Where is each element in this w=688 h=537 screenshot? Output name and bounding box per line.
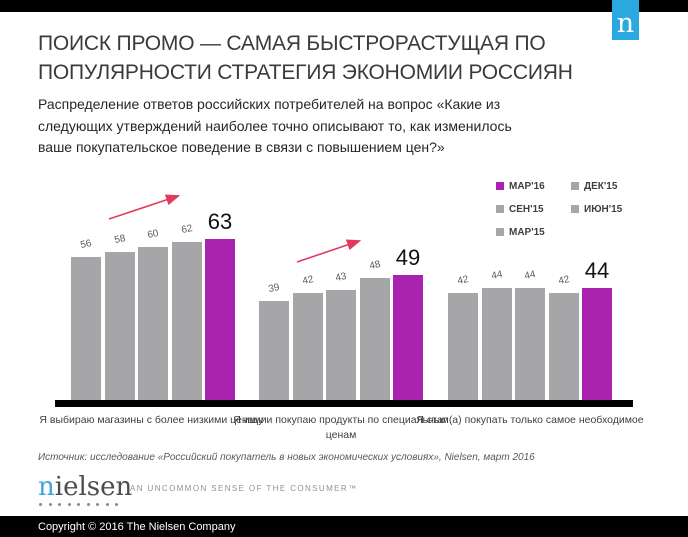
nielsen-badge: n — [612, 0, 639, 40]
legend-label: ДЕК'15 — [584, 180, 618, 192]
bar-value-label: 44 — [489, 268, 504, 282]
bar-СЕН'15-group3 — [515, 287, 545, 400]
bar-value-label: 56 — [79, 238, 93, 252]
bar-value-label: 58 — [112, 233, 127, 247]
copyright-text: Copyright © 2016 The Nielsen Company — [38, 520, 236, 533]
legend-swatch — [571, 205, 579, 213]
subtitle-line-1: Распределение ответов российских потреби… — [38, 96, 501, 112]
legend-label: СЕН'15 — [509, 203, 544, 215]
trend-up-arrow-group1 — [108, 194, 181, 220]
legend-swatch — [496, 182, 504, 190]
source-note: Источник: исследование «Российский покуп… — [38, 452, 535, 463]
bar-МАР'16-group2 — [393, 275, 423, 400]
legend-item-ИЮН'15: ИЮН'15 — [571, 203, 646, 215]
logo-letters-rest: ielsen — [54, 472, 133, 502]
nielsen-logo-dots — [39, 503, 132, 506]
category-label-1: Я выбираю магазины с более низкими ценам… — [39, 414, 267, 426]
page-title: ПОИСК ПРОМО — САМАЯ БЫСТРОРАСТУЩАЯ ПО ПО… — [38, 29, 638, 87]
bar-МАР'15-group2 — [259, 300, 289, 400]
legend-swatch — [571, 182, 579, 190]
legend-swatch — [496, 205, 504, 213]
bar-value-label: 48 — [367, 258, 382, 272]
x-axis-line — [55, 400, 633, 407]
top-bar — [0, 0, 688, 12]
bar-value-label: 44 — [584, 257, 610, 283]
bar-value-label: 42 — [456, 273, 470, 287]
nielsen-tagline: AN UNCOMMON SENSE OF THE CONSUMER™ — [130, 484, 358, 493]
logo-letter-n: n — [38, 472, 55, 502]
bar-value-label: 43 — [334, 271, 348, 285]
bar-value-label: 39 — [267, 281, 281, 295]
subtitle-line-2: следующих утверждений наиболее точно опи… — [38, 117, 512, 134]
trend-up-arrow-group2 — [296, 239, 362, 263]
bar-СЕН'15-group2 — [326, 290, 356, 400]
bar-ИЮН'15-group2 — [292, 292, 323, 400]
bar-value-label: 44 — [523, 268, 537, 282]
bar-value-label: 42 — [556, 273, 571, 287]
bar-СЕН'15-group1 — [138, 247, 168, 400]
footer-bar: Copyright © 2016 The Nielsen Company — [0, 516, 688, 537]
title-line-2: ПОПУЛЯРНОСТИ СТРАТЕГИЯ ЭКОНОМИИ РОССИЯН — [38, 61, 573, 84]
bar-ИЮН'15-group1 — [104, 252, 135, 400]
bar-МАР'16-group1 — [205, 239, 235, 400]
bar-ИЮН'15-group3 — [481, 287, 512, 400]
bar-ДЕК'15-group1 — [171, 241, 202, 400]
category-label-3: Я стал(а) покупать только самое необходи… — [416, 414, 644, 426]
subtitle: Распределение ответов российских потреби… — [38, 94, 656, 159]
legend-item-ДЕК'15: ДЕК'15 — [571, 180, 646, 192]
bar-МАР'15-group3 — [448, 292, 478, 400]
bar-МАР'16-group3 — [582, 287, 612, 400]
bar-value-label: 62 — [179, 222, 194, 236]
chart-legend: МАР'16 ДЕК'15 СЕН'15 ИЮН'15 МАР'15 — [496, 180, 646, 238]
legend-label: МАР'15 — [509, 226, 545, 238]
legend-item-МАР'16: МАР'16 — [496, 180, 571, 192]
bar-ДЕК'15-group3 — [548, 292, 579, 400]
bar-МАР'15-group1 — [71, 257, 101, 400]
bar-value-label: 60 — [146, 227, 160, 242]
legend-swatch — [496, 228, 504, 236]
bar-value-label: 63 — [207, 209, 233, 235]
bar-ДЕК'15-group2 — [359, 277, 390, 400]
nielsen-badge-letter: n — [616, 8, 635, 39]
nielsen-logo-text: nielsen — [38, 474, 132, 500]
category-label-2: Я ищу и покупаю продукты по специальным … — [233, 414, 449, 441]
legend-label: МАР'16 — [509, 180, 545, 192]
nielsen-logo: nielsen — [38, 474, 132, 506]
bar-value-label: 42 — [300, 273, 315, 287]
legend-label: ИЮН'15 — [584, 203, 623, 215]
bar-value-label: 49 — [395, 245, 421, 271]
subtitle-line-3: ваше покупательское поведение в связи с … — [38, 139, 445, 155]
legend-item-СЕН'15: СЕН'15 — [496, 203, 571, 215]
title-line-1: ПОИСК ПРОМО — САМАЯ БЫСТРОРАСТУЩАЯ ПО — [38, 32, 546, 55]
legend-item-МАР'15: МАР'15 — [496, 226, 571, 238]
